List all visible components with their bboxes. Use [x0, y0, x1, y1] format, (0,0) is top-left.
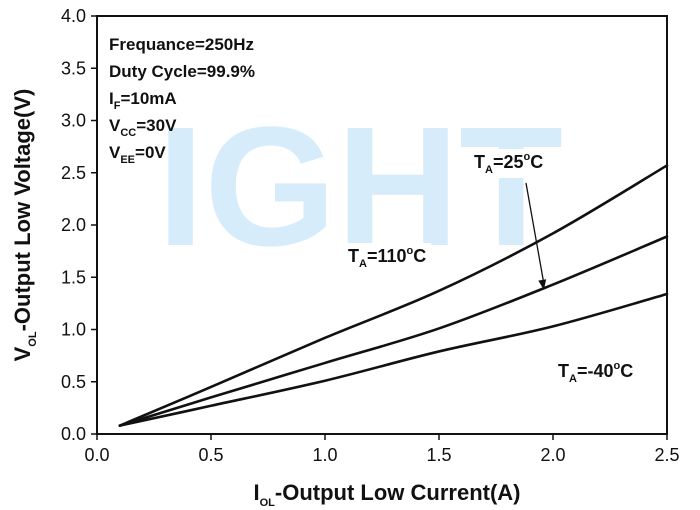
y-tick-label: 3.0 — [61, 111, 86, 131]
y-tick-label: 2.5 — [61, 163, 86, 183]
condition-line: Duty Cycle=99.9% — [109, 62, 255, 81]
curve-labels: TA=110oC TA=25oC TA=-40oC — [343, 149, 639, 387]
y-tick-label: 0.5 — [61, 372, 86, 392]
y-tick-label: 0.0 — [61, 424, 86, 444]
curve-line-0 — [118, 164, 669, 427]
x-tick-label: 2.5 — [654, 445, 679, 465]
y-tick-label: 4.0 — [61, 6, 86, 26]
conditions-annotation: Frequance=250Hz Duty Cycle=99.9% IF=10mA VC… — [109, 35, 255, 166]
curve-label: TA=25oC — [474, 151, 543, 176]
curves — [118, 164, 669, 427]
x-tick-label: 1.5 — [426, 445, 451, 465]
x-axis-title-rest: -Output Low Current(A) — [275, 480, 521, 505]
curve-label: TA=-40oC — [558, 360, 633, 385]
x-tick-label: 2.0 — [540, 445, 565, 465]
curve-label-background — [469, 149, 549, 178]
curve-label: TA=110oC — [348, 245, 426, 270]
condition-line: IF=10mA — [109, 89, 177, 112]
y-axis-title-main: V — [10, 346, 35, 361]
condition-line: Frequance=250Hz — [109, 35, 254, 54]
condition-line: VCC=30V — [109, 116, 177, 139]
y-tick-label: 2.0 — [61, 215, 86, 235]
x-axis-title: IOL-Output Low Current(A) — [253, 480, 520, 509]
x-axis-title-main: I — [253, 480, 259, 505]
curve-line-1 — [118, 235, 669, 427]
y-ticks: 0.0 0.5 1.0 1.5 2.0 2.5 3.0 3.5 4.0 — [61, 6, 97, 444]
condition-line: VEE=0V — [109, 143, 166, 166]
y-tick-label: 3.5 — [61, 58, 86, 78]
curve-line-2 — [118, 292, 669, 427]
y-axis-title-sub: OL — [27, 331, 39, 347]
x-axis-title-sub: OL — [260, 497, 276, 509]
y-axis-title-rest: -Output Low Voltage(V) — [10, 89, 35, 332]
label-arrowhead — [538, 279, 547, 290]
curve-label-background — [343, 243, 432, 272]
y-tick-label: 1.0 — [61, 320, 86, 340]
label-arrow — [525, 182, 545, 284]
y-axis-title: VOL-Output Low Voltage(V) — [10, 89, 39, 362]
curve-label-background — [553, 358, 639, 387]
x-ticks: 0.0 0.5 1.0 1.5 2.0 2.5 — [84, 434, 680, 465]
y-tick-label: 1.5 — [61, 267, 86, 287]
x-tick-label: 1.0 — [312, 445, 337, 465]
x-tick-label: 0.5 — [198, 445, 223, 465]
x-tick-label: 0.0 — [84, 445, 109, 465]
